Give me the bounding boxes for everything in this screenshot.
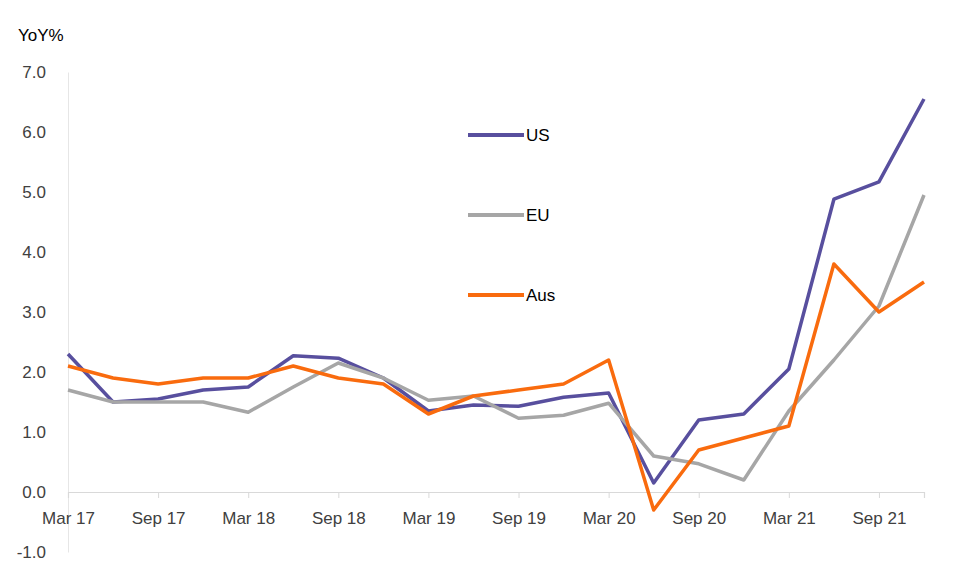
series-line bbox=[68, 99, 924, 483]
x-tick-label: Mar 18 bbox=[222, 509, 275, 528]
x-tick: Sep 17 bbox=[132, 492, 186, 528]
x-tick: Sep 18 bbox=[312, 492, 366, 528]
x-tick-label: Mar 17 bbox=[42, 509, 95, 528]
series-line bbox=[68, 264, 924, 510]
y-tick-label: 0.0 bbox=[22, 483, 46, 502]
y-axis-line bbox=[68, 73, 69, 553]
y-axis-title: YoY% bbox=[18, 26, 64, 45]
x-tick: Sep 21 bbox=[853, 492, 907, 528]
x-tick-label: Sep 18 bbox=[312, 509, 366, 528]
y-tick-label: -1.0 bbox=[17, 543, 46, 562]
x-tick-label: Sep 19 bbox=[492, 509, 546, 528]
x-tick-label: Mar 21 bbox=[763, 509, 816, 528]
legend-label: EU bbox=[526, 206, 550, 225]
y-tick: 4.0 bbox=[22, 243, 68, 262]
x-tick-mark bbox=[699, 492, 700, 498]
y-tick: 1.0 bbox=[22, 423, 68, 442]
x-tick-label: Mar 20 bbox=[583, 509, 636, 528]
y-tick: 6.0 bbox=[22, 123, 68, 142]
legend-swatch bbox=[468, 213, 524, 217]
y-axis: -1.0 0.0 1.0 2.0 3.0 4.0 5.0 6.0 7.0 bbox=[17, 63, 69, 562]
x-tick-mark bbox=[338, 492, 339, 498]
y-tick-label: 7.0 bbox=[22, 63, 46, 82]
y-tick: 3.0 bbox=[22, 303, 68, 322]
x-tick: Sep 20 bbox=[672, 492, 726, 528]
y-tick-label: 4.0 bbox=[22, 243, 46, 262]
x-tick-mark bbox=[789, 492, 790, 498]
y-tick-label: 1.0 bbox=[22, 423, 46, 442]
legend-label: US bbox=[526, 126, 550, 145]
x-tick-mark bbox=[68, 492, 69, 498]
x-tick: Mar 21 bbox=[763, 492, 816, 528]
x-tick-mark bbox=[428, 492, 429, 498]
x-tick-label: Sep 21 bbox=[853, 509, 907, 528]
legend-swatch bbox=[468, 133, 524, 137]
x-tick: Sep 19 bbox=[492, 492, 546, 528]
legend-swatch bbox=[468, 293, 524, 297]
x-tick: Mar 19 bbox=[402, 492, 455, 528]
x-tick-mark bbox=[248, 492, 249, 498]
y-tick: 0.0 bbox=[22, 483, 68, 502]
y-tick: -1.0 bbox=[17, 543, 68, 562]
y-tick: 5.0 bbox=[22, 183, 68, 202]
chart: -1.0 0.0 1.0 2.0 3.0 4.0 5.0 6.0 7.0 Mar 17 Sep 17… bbox=[0, 0, 961, 576]
x-tick-mark bbox=[879, 492, 880, 498]
y-tick-label: 2.0 bbox=[22, 363, 46, 382]
x-tick: Mar 18 bbox=[222, 492, 275, 528]
x-tick-label: Sep 20 bbox=[672, 509, 726, 528]
y-tick-label: 6.0 bbox=[22, 123, 46, 142]
legend: US EU Aus bbox=[468, 126, 555, 305]
y-tick: 7.0 bbox=[22, 63, 68, 82]
x-tick: Mar 17 bbox=[42, 492, 95, 528]
y-tick: 2.0 bbox=[22, 363, 68, 382]
x-axis: Mar 17 Sep 17 Mar 18 Sep 18 Mar 19 Sep 19 Mar … bbox=[42, 492, 924, 528]
x-tick-mark bbox=[609, 492, 610, 498]
legend-label: Aus bbox=[526, 286, 555, 305]
x-tick-label: Sep 17 bbox=[132, 509, 186, 528]
y-tick-label: 3.0 bbox=[22, 303, 46, 322]
x-tick: Mar 20 bbox=[583, 492, 636, 528]
x-tick-mark bbox=[519, 492, 520, 498]
x-tick-mark bbox=[158, 492, 159, 498]
x-axis-line bbox=[69, 493, 925, 499]
series-line bbox=[68, 195, 924, 480]
y-tick-label: 5.0 bbox=[22, 183, 46, 202]
x-tick-label: Mar 19 bbox=[402, 509, 455, 528]
plot-area bbox=[68, 99, 924, 510]
